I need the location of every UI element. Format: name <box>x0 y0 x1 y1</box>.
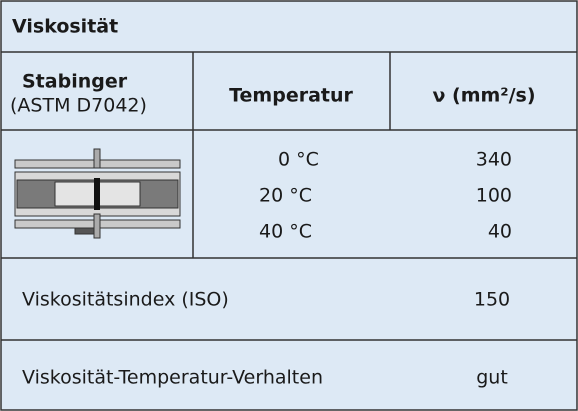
table-title: Viskosität <box>12 16 118 38</box>
viscosity-table: Viskosität Stabinger (ASTM D7042) Temper… <box>0 0 578 411</box>
temperature: 0 °C <box>278 149 319 171</box>
temperature: 40 °C <box>259 221 312 243</box>
row-label: Viskosität-Temperatur-Verhalten <box>22 367 323 389</box>
temperature: 20 °C <box>259 185 312 207</box>
viscosity-value: 40 <box>488 221 512 243</box>
row-value: 150 <box>474 289 510 311</box>
row-value: gut <box>476 367 508 389</box>
viscosity-value: 100 <box>476 185 512 207</box>
viscosity-header: ν (mm²/s) <box>432 85 535 107</box>
stabinger-icon <box>15 149 180 238</box>
viscosity-value: 340 <box>476 149 512 171</box>
temperature-header: Temperatur <box>229 85 353 107</box>
row-label: Viskositätsindex (ISO) <box>22 289 229 311</box>
method-note: (ASTM D7042) <box>10 95 147 117</box>
method-header: Stabinger <box>22 71 128 93</box>
